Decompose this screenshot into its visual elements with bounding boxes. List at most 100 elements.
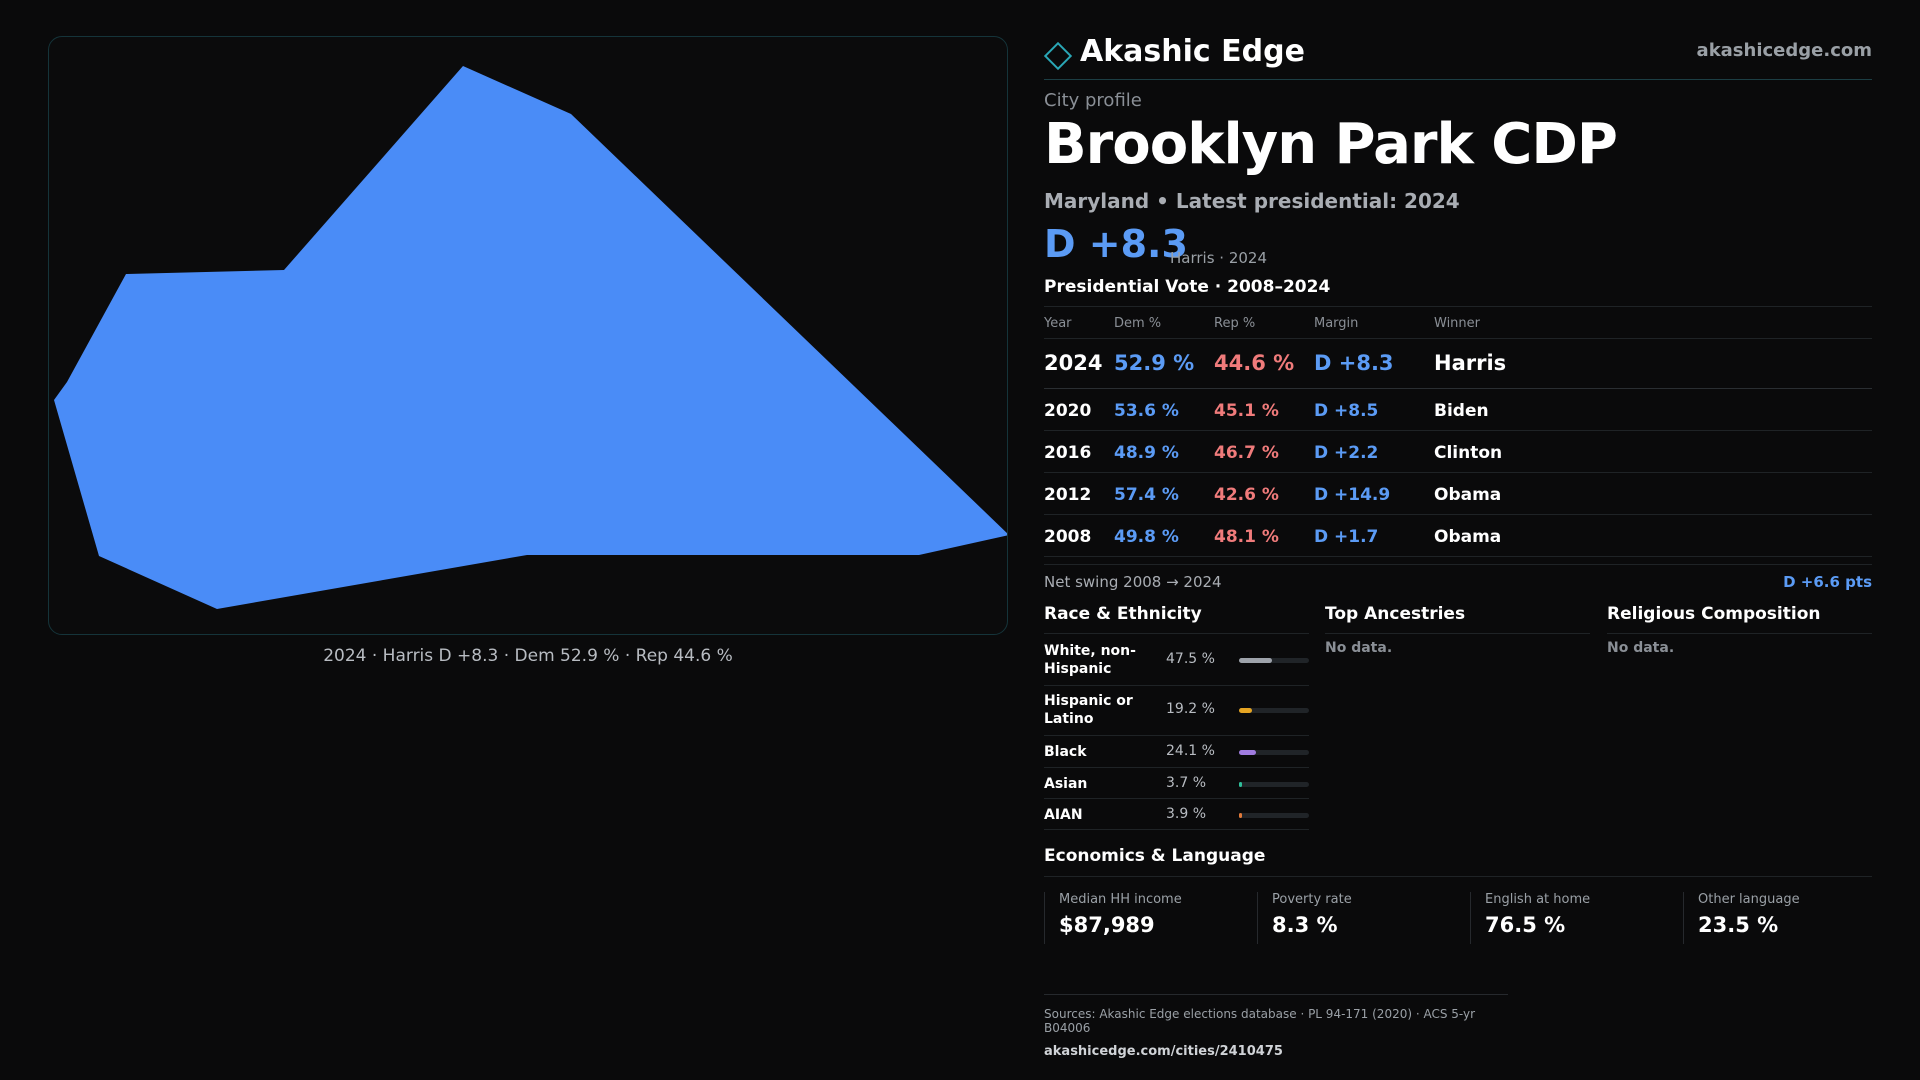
header-margin: Margin [1314, 316, 1359, 331]
latest-margin: D +8.3 [1044, 222, 1188, 266]
row-winner: Obama [1434, 527, 1502, 547]
ancestries-section-title: Top Ancestries [1325, 604, 1590, 634]
econ-value: $87,989 [1059, 913, 1155, 937]
race-bar [1239, 708, 1309, 713]
header-winner: Winner [1434, 316, 1481, 331]
row-rep: 42.6 % [1214, 485, 1279, 505]
header-dem: Dem % [1114, 316, 1162, 331]
econ-card-other-language: Other language 23.5 % [1683, 892, 1883, 944]
row-rep: 45.1 % [1214, 401, 1279, 421]
econ-card-english: English at home 76.5 % [1470, 892, 1670, 944]
row-year: 2016 [1044, 443, 1092, 463]
row-margin: D +8.3 [1314, 351, 1394, 375]
row-dem: 49.8 % [1114, 527, 1179, 547]
race-label: AIAN [1044, 807, 1083, 823]
page-kicker: City profile [1044, 90, 1142, 111]
table-row: 2020 53.6 % 45.1 % D +8.5 Biden [1044, 389, 1872, 431]
list-item: Hispanic or Latino 19.2 % [1044, 686, 1309, 736]
ancestries-empty: No data. [1325, 640, 1393, 656]
brand-url-link[interactable]: akashicedge.com [1696, 40, 1872, 61]
econ-value: 23.5 % [1698, 913, 1779, 937]
econ-label: English at home [1485, 892, 1591, 907]
race-bar-fill [1239, 708, 1253, 713]
row-year: 2024 [1044, 351, 1103, 375]
brand-header: Akashic Edge akashicedge.com [1043, 30, 1872, 80]
city-boundary-map [54, 66, 1008, 609]
race-list: White, non-Hispanic 47.5 % Hispanic or L… [1044, 634, 1309, 830]
econ-label: Median HH income [1059, 892, 1182, 907]
race-bar-fill [1239, 658, 1273, 663]
sources-text: Sources: Akashic Edge elections database… [1044, 1007, 1476, 1035]
row-dem: 53.6 % [1114, 401, 1179, 421]
list-item: Black 24.1 % [1044, 736, 1309, 768]
map-caption: 2024 · Harris D +8.3 · Dem 52.9 % · Rep … [323, 646, 733, 666]
race-label: White, non-Hispanic [1044, 643, 1136, 677]
vote-section-title: Presidential Vote · 2008–2024 [1044, 277, 1331, 297]
religion-empty: No data. [1607, 640, 1675, 656]
list-item: AIAN 3.9 % [1044, 799, 1309, 830]
row-margin: D +1.7 [1314, 527, 1379, 547]
row-rep: 44.6 % [1214, 351, 1295, 375]
row-year: 2008 [1044, 527, 1092, 547]
econ-value: 8.3 % [1272, 913, 1338, 937]
sources-footer: Sources: Akashic Edge elections database… [1044, 994, 1508, 1059]
brand-name[interactable]: Akashic Edge [1080, 34, 1305, 69]
header-rep: Rep % [1214, 316, 1256, 331]
race-bar-fill [1239, 782, 1242, 787]
race-value: 3.7 % [1166, 775, 1207, 791]
race-value: 19.2 % [1166, 701, 1215, 717]
econ-value: 76.5 % [1485, 913, 1566, 937]
list-item: White, non-Hispanic 47.5 % [1044, 634, 1309, 686]
source-url-link[interactable]: akashicedge.com/cities/2410475 [1044, 1044, 1283, 1059]
econ-label: Other language [1698, 892, 1800, 907]
page-title: Brooklyn Park CDP [1044, 112, 1618, 177]
econ-label: Poverty rate [1272, 892, 1352, 907]
city-boundary-shape[interactable] [54, 66, 1008, 609]
row-year: 2012 [1044, 485, 1092, 505]
header-year: Year [1044, 316, 1072, 331]
race-section-title: Race & Ethnicity [1044, 604, 1309, 634]
table-row: 2024 52.9 % 44.6 % D +8.3 Harris [1044, 339, 1872, 389]
row-winner: Obama [1434, 485, 1502, 505]
race-value: 3.9 % [1166, 806, 1207, 822]
race-value: 47.5 % [1166, 651, 1215, 667]
row-rep: 48.1 % [1214, 527, 1279, 547]
row-dem: 52.9 % [1114, 351, 1195, 375]
page-subtitle: Maryland • Latest presidential: 2024 [1044, 189, 1460, 213]
map-panel[interactable] [48, 36, 1008, 635]
race-value: 24.1 % [1166, 743, 1215, 759]
race-bar [1239, 658, 1309, 663]
econ-card-income: Median HH income $87,989 [1044, 892, 1244, 944]
row-rep: 46.7 % [1214, 443, 1279, 463]
race-bar-fill [1239, 813, 1242, 818]
table-row: 2008 49.8 % 48.1 % D +1.7 Obama [1044, 515, 1872, 557]
row-dem: 48.9 % [1114, 443, 1179, 463]
race-bar [1239, 782, 1309, 787]
religion-section-title: Religious Composition [1607, 604, 1872, 634]
row-margin: D +14.9 [1314, 485, 1391, 505]
race-label: Hispanic or Latino [1044, 693, 1133, 727]
row-winner: Biden [1434, 401, 1489, 421]
divider [1044, 876, 1872, 877]
net-swing-row: Net swing 2008 → 2024 D +6.6 pts [1044, 564, 1872, 594]
row-winner: Harris [1434, 351, 1507, 375]
row-dem: 57.4 % [1114, 485, 1179, 505]
economics-section-title: Economics & Language [1044, 846, 1266, 866]
table-row: 2016 48.9 % 46.7 % D +2.2 Clinton [1044, 431, 1872, 473]
table-header: Year Dem % Rep % Margin Winner [1044, 307, 1872, 339]
econ-card-poverty: Poverty rate 8.3 % [1257, 892, 1457, 944]
table-row: 2012 57.4 % 42.6 % D +14.9 Obama [1044, 473, 1872, 515]
vote-table: Year Dem % Rep % Margin Winner 2024 52.9… [1044, 306, 1872, 557]
race-bar-fill [1239, 750, 1256, 755]
row-year: 2020 [1044, 401, 1092, 421]
diamond-icon [1043, 41, 1073, 71]
profile-panel: Akashic Edge akashicedge.com City profil… [1043, 0, 1872, 1080]
net-swing-value: D +6.6 pts [1783, 573, 1872, 591]
race-label: Black [1044, 744, 1087, 760]
row-winner: Clinton [1434, 443, 1503, 463]
row-margin: D +2.2 [1314, 443, 1379, 463]
race-label: Asian [1044, 776, 1088, 792]
race-bar [1239, 750, 1309, 755]
net-swing-label: Net swing 2008 → 2024 [1044, 573, 1222, 591]
latest-margin-note: Harris · 2024 [1170, 249, 1268, 267]
